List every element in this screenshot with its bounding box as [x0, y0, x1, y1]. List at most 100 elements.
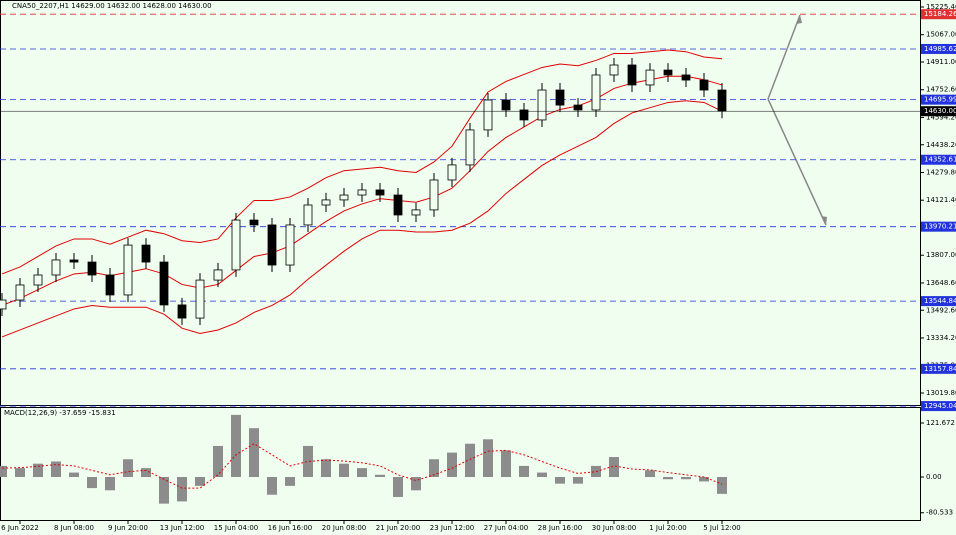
chart-title: CNA50_2207,H1 14629.00 14632.00 14628.00…	[12, 2, 212, 10]
candle-body	[321, 199, 331, 206]
level-label-bg	[921, 296, 956, 307]
macd-bar	[105, 477, 115, 491]
level-label: 13544.84	[924, 297, 956, 305]
x-tick-label: 20 Jun 08:00	[322, 524, 366, 532]
candle-body	[177, 304, 187, 319]
macd-bar	[465, 443, 475, 478]
macd-bar	[213, 445, 223, 478]
last-price-bg	[921, 106, 956, 117]
macd-bar	[249, 428, 259, 478]
candle-body	[501, 99, 511, 111]
candle-body	[411, 209, 421, 216]
candle-body	[627, 64, 637, 86]
candle-body	[0, 299, 7, 310]
x-tick-label: 13 Jun 12:00	[160, 524, 204, 532]
x-tick-label: 28 Jun 16:00	[538, 524, 582, 532]
x-tick-label: 5 Jul 12:00	[703, 524, 741, 532]
macd-bar	[339, 463, 349, 478]
macd-bar	[69, 472, 79, 478]
macd-bar	[717, 477, 727, 494]
y-tick-label: 15067.00	[926, 31, 956, 39]
level-label: 12945.04	[924, 402, 956, 410]
band-line	[1, 49, 723, 275]
candle-body	[645, 69, 655, 86]
candle-body	[375, 189, 385, 196]
macd-bar	[537, 472, 547, 478]
candle-body	[15, 284, 25, 301]
candle-body	[69, 259, 79, 263]
candle-body	[213, 269, 223, 281]
y-tick-label: 13334.20	[926, 334, 956, 342]
candle-body	[609, 64, 619, 76]
candle-body	[159, 261, 169, 306]
macd-bar	[375, 474, 385, 478]
macd-bar	[51, 461, 61, 478]
level-label-bg	[921, 401, 956, 412]
level-label: 14985.62	[924, 45, 956, 53]
candle-body	[267, 224, 277, 266]
candle-body	[537, 89, 547, 121]
candle-body	[141, 244, 151, 263]
candle-body	[105, 274, 115, 296]
macd-bar	[159, 477, 169, 504]
candle-body	[681, 74, 691, 81]
macd-bar	[177, 477, 187, 502]
projection-arrow	[767, 14, 801, 100]
y-tick-label: 0.00	[926, 473, 942, 481]
candle-body	[519, 109, 529, 121]
x-tick-label: 30 Jun 08:00	[592, 524, 636, 532]
y-tick-label: 13807.00	[926, 251, 956, 259]
x-tick-label: 21 Jun 20:00	[376, 524, 420, 532]
macd-frame	[0, 407, 921, 521]
main-frame	[0, 0, 921, 406]
level-label: 14352.61	[924, 156, 956, 164]
macd-title: MACD(12,26,9) -37.659 -15.831	[4, 409, 116, 417]
x-tick-label: 15 Jun 04:00	[214, 524, 258, 532]
candle-body	[429, 179, 439, 211]
macd-bar	[429, 459, 439, 478]
candle-body	[663, 69, 673, 76]
macd-bar	[519, 465, 529, 478]
candle-body	[123, 244, 133, 296]
macd-bar	[141, 468, 151, 478]
y-tick-label: 14438.20	[926, 141, 956, 149]
y-tick-label: 14121.40	[926, 196, 956, 204]
y-tick-label: 121.672	[926, 419, 955, 427]
macd-bar	[33, 463, 43, 478]
candle-body	[699, 79, 709, 91]
level-label-bg	[921, 43, 956, 54]
y-tick-label: 13019.80	[926, 389, 956, 397]
candle-body	[357, 189, 367, 196]
candle-body	[555, 89, 565, 106]
y-tick-label: 14752.60	[926, 86, 956, 94]
macd-bar	[609, 457, 619, 478]
level-label: 15184.26	[924, 10, 956, 18]
candle-body	[717, 89, 727, 112]
macd-bar	[501, 450, 511, 478]
y-tick-label: 13648.60	[926, 279, 956, 287]
projection-arrow	[767, 98, 827, 226]
macd-bar	[699, 477, 709, 482]
macd-bar	[681, 477, 691, 480]
macd-bar	[0, 465, 7, 478]
candle-body	[465, 129, 475, 166]
level-label-bg	[921, 363, 956, 374]
macd-bar	[555, 477, 565, 484]
band-line	[1, 75, 723, 306]
macd-bar	[267, 477, 277, 495]
x-tick-label: 23 Jun 12:00	[430, 524, 474, 532]
macd-bar	[573, 477, 583, 484]
macd-bar	[303, 445, 313, 478]
level-label-bg	[921, 221, 956, 232]
candle-body	[249, 219, 259, 226]
level-label: 13157.84	[924, 365, 956, 373]
level-label: 13970.21	[924, 223, 956, 231]
macd-bar	[15, 468, 25, 478]
candle-body	[393, 194, 403, 216]
macd-bar	[411, 477, 421, 491]
band-line	[1, 100, 723, 338]
candle-body	[447, 164, 457, 181]
candle-body	[339, 194, 349, 201]
macd-bar	[231, 414, 241, 478]
